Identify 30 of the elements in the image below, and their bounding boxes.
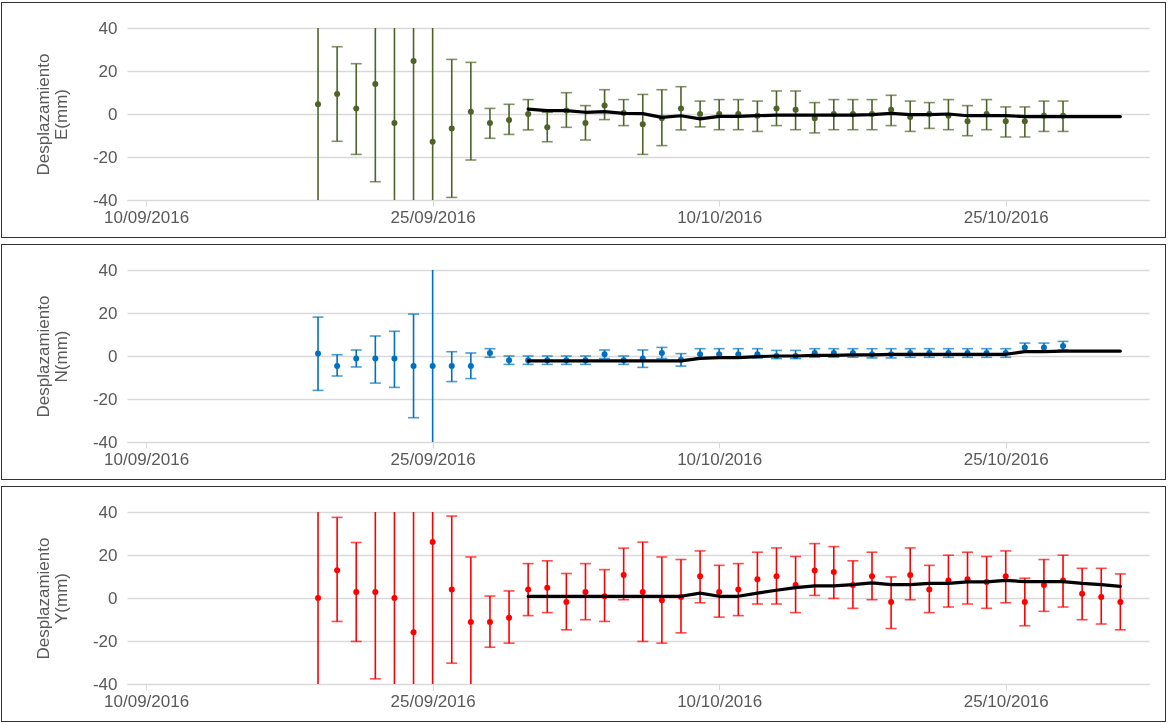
- x-tick-label: 10/10/2016: [677, 207, 763, 227]
- x-tick-label: 10/10/2016: [677, 691, 763, 711]
- y-axis-title: Desplazamiento Y(mm): [33, 537, 71, 660]
- x-tick-label: 25/10/2016: [963, 691, 1049, 711]
- x-tick-label: 10/09/2016: [104, 691, 190, 711]
- y-tick-label: 20: [98, 61, 118, 81]
- x-tick-label: 10/09/2016: [104, 449, 190, 469]
- y-tick-label: -20: [92, 389, 118, 409]
- y-tick-label: 40: [98, 502, 118, 522]
- y-tick-label: 0: [108, 346, 118, 366]
- y-tick-label: 20: [98, 545, 118, 565]
- y-tick-label: -40: [92, 190, 118, 210]
- y-axis-title: Desplazamiento E(mm): [33, 53, 71, 176]
- x-tick-label: 25/10/2016: [963, 449, 1049, 469]
- y-tick-label: -40: [92, 674, 118, 694]
- y-tick-label: -20: [92, 631, 118, 651]
- x-tick-label: 10/09/2016: [104, 207, 190, 227]
- y-tick-label: 0: [108, 104, 118, 124]
- x-tick-label: 25/09/2016: [390, 207, 476, 227]
- y-tick-label: 40: [98, 260, 118, 280]
- x-tick-label: 25/09/2016: [390, 449, 476, 469]
- x-tick-label: 25/09/2016: [390, 691, 476, 711]
- y-axis-title: Desplazamiento N(mm): [33, 295, 71, 418]
- y-tick-label: 0: [108, 588, 118, 608]
- y-tick-label: -20: [92, 147, 118, 167]
- y-tick-label: 40: [98, 18, 118, 38]
- x-tick-label: 10/10/2016: [677, 449, 763, 469]
- y-tick-label: -40: [92, 432, 118, 452]
- x-tick-label: 25/10/2016: [963, 207, 1049, 227]
- y-tick-label: 20: [98, 303, 118, 323]
